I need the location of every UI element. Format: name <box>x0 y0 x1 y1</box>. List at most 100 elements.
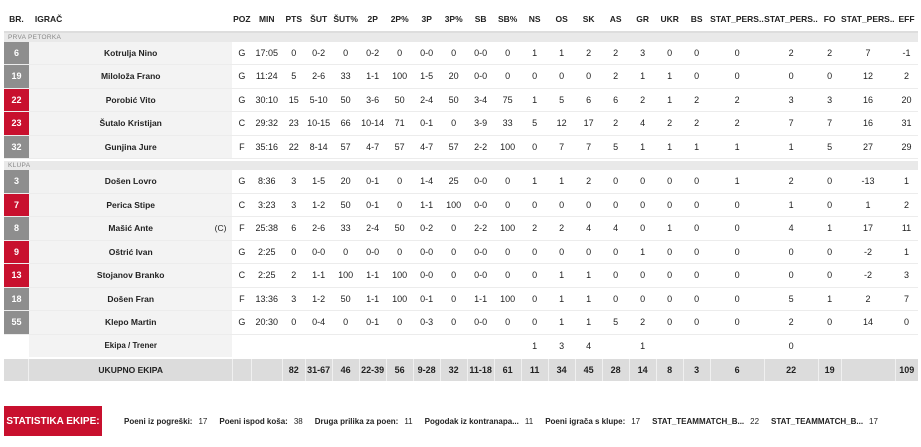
stat-cell: 1 <box>895 170 918 194</box>
player-row[interactable]: 19 Miloloža Frano G 11:24 5 2-6 33 1-1 100 1-5 20 0… <box>4 64 918 89</box>
stat-cell: 0 <box>440 310 468 335</box>
column-header[interactable]: POZ <box>232 8 252 33</box>
stat-cell: 0 <box>494 310 522 335</box>
stat-cell: 0 <box>764 240 819 264</box>
stat-cell: 0 <box>440 111 468 136</box>
column-header[interactable]: STAT_PERS... <box>764 8 819 33</box>
player-row[interactable]: 32 Gunjina Jure F 35:16 22 8-14 57 4-7 57 4-7 57 2-… <box>4 135 918 159</box>
player-name[interactable]: Došen Lovro <box>104 176 157 187</box>
stat-cell: 0-0 <box>467 41 495 65</box>
column-header[interactable]: ŠUT% <box>332 8 360 33</box>
total-cell: 45 <box>574 358 603 381</box>
player-row[interactable]: 13 Stojanov Branko C 2:25 2 1-1 100 1-1 100 0-0 0 0… <box>4 263 918 288</box>
stat-cell: 5 <box>602 135 630 159</box>
player-name[interactable]: Porobić Vito <box>105 94 156 105</box>
stat-cell: 0-0 <box>413 41 441 65</box>
player-row[interactable]: 23 Šutalo Kristijan C 29:32 23 10-15 66 10-14 71… <box>4 111 918 136</box>
column-header[interactable]: STAT_PERS... <box>710 8 765 33</box>
stat-cell: 0 <box>895 310 918 335</box>
total-cell: 19 <box>817 358 842 381</box>
player-row[interactable]: 22 Porobić Vito G 30:10 15 5-10 50 3-6 50 2-4 50 3-… <box>4 88 918 112</box>
column-header[interactable]: FO <box>818 8 842 33</box>
player-name[interactable]: Klepo Martin <box>104 317 157 328</box>
player-name-cell[interactable]: Došen Fran <box>28 287 233 311</box>
player-name[interactable]: Miloloža Frano <box>100 71 161 82</box>
stat-cell: 2 <box>575 41 603 65</box>
jersey-number: 13 <box>4 263 29 288</box>
player-name[interactable]: Oštrić Ivan <box>108 246 153 257</box>
column-header[interactable]: SB% <box>494 8 522 33</box>
column-header[interactable]: SK <box>575 8 603 33</box>
stat-cell: 3 <box>818 88 842 112</box>
player-name[interactable]: Došen Fran <box>107 293 155 304</box>
player-name[interactable]: Stojanov Branko <box>96 270 165 281</box>
column-header[interactable]: STAT_PERS... <box>841 8 896 33</box>
column-header[interactable]: SB <box>467 8 495 33</box>
player-row[interactable]: 7 Perica Stipe C 3:23 3 1-2 50 0-1 0 1-1 100 0-0 0 0 0… <box>4 193 918 217</box>
player-row[interactable]: 6 Kotrulja Nino G 17:05 0 0-2 0 0-2 0 0-0 0 0-0 0 1 1 2… <box>4 41 918 65</box>
stat-cell: 1 <box>629 135 657 159</box>
column-header[interactable]: BS <box>683 8 711 33</box>
player-name-cell[interactable]: Miloloža Frano <box>28 64 233 89</box>
total-cell: 6 <box>709 358 765 381</box>
column-header[interactable]: OS <box>548 8 576 33</box>
stat-cell: 100 <box>440 193 468 217</box>
player-name[interactable]: Gunjina Jure <box>104 141 157 152</box>
stat-cell: 2 <box>764 41 819 65</box>
stat-cell: 100 <box>386 287 414 311</box>
player-row[interactable]: 3 Došen Lovro G 8:36 3 1-5 20 0-1 0 1-4 25 0-0 0 1 1 2 0… <box>4 170 918 194</box>
player-row[interactable]: 9 Oštrić Ivan G 2:25 0 0-0 0 0-0 0 0-0 0 0-0 0 0 0 0 0 1 0… <box>4 240 918 264</box>
player-name-cell[interactable]: Kotrulja Nino <box>28 41 233 65</box>
player-row[interactable]: 55 Klepo Martin G 20:30 0 0-4 0 0-1 0 0-3 0 0-0 0 0 1 1… <box>4 310 918 335</box>
stat-cell: 1 <box>548 310 576 335</box>
player-name[interactable]: Perica Stipe <box>106 199 156 210</box>
stat-cell: 17 <box>841 216 896 241</box>
player-name-cell[interactable]: Porobić Vito <box>28 88 233 112</box>
column-header[interactable]: BR. <box>4 8 29 33</box>
column-header[interactable]: PTS <box>282 8 306 33</box>
total-cell: 61 <box>493 358 522 381</box>
stat-cell: 50 <box>386 216 414 241</box>
column-header[interactable]: 3P% <box>440 8 468 33</box>
player-name[interactable]: Kotrulja Nino <box>104 47 158 58</box>
column-header[interactable]: EFF <box>895 8 918 33</box>
player-row[interactable]: 18 Došen Fran F 13:36 3 1-2 50 1-1 100 0-1 0 1-1 100… <box>4 287 918 311</box>
stat-cell: 2 <box>602 111 630 136</box>
player-name-cell[interactable]: Stojanov Branko <box>28 263 233 288</box>
player-name-cell[interactable]: Došen Lovro <box>28 170 233 194</box>
player-name-cell[interactable]: Oštrić Ivan <box>28 240 233 264</box>
column-header[interactable]: NS <box>521 8 549 33</box>
column-header[interactable]: MIN <box>251 8 283 33</box>
column-header[interactable]: 3P <box>413 8 441 33</box>
stat-cell: 27 <box>841 135 896 159</box>
stat-cell: 2 <box>548 216 576 241</box>
player-name-cell[interactable]: Gunjina Jure <box>28 135 233 159</box>
team-stat-label: Pogodak iz kontranapa... <box>424 416 519 426</box>
column-header[interactable]: 2P <box>359 8 387 33</box>
player-name-cell[interactable]: Šutalo Kristijan <box>28 111 233 136</box>
column-header[interactable]: 2P% <box>386 8 414 33</box>
stat-cell: 0 <box>332 310 360 335</box>
player-name[interactable]: Mašić Ante <box>108 223 153 234</box>
column-header[interactable]: AS <box>602 8 630 33</box>
player-name-cell[interactable]: Mašić Ante (C) <box>28 216 233 241</box>
column-header[interactable]: IGRAČ <box>28 8 233 33</box>
stat-cell: 20 <box>895 88 918 112</box>
stat-cell: 1 <box>548 287 576 311</box>
stat-cell: 100 <box>386 64 414 89</box>
player-row[interactable]: 8 Mašić Ante (C) F 25:38 6 2-6 33 2-4 50 0-2 0 2-2 10… <box>4 216 918 241</box>
column-header[interactable]: ŠUT <box>305 8 333 33</box>
player-name[interactable]: Šutalo Kristijan <box>99 118 162 129</box>
player-name-cell[interactable]: Perica Stipe <box>28 193 233 217</box>
stat-cell: 0 <box>683 41 711 65</box>
team-stat-item: Poeni igrača s klupe: 17 <box>545 417 652 426</box>
column-header[interactable]: UKR <box>656 8 684 33</box>
stat-cell: 0 <box>764 263 819 288</box>
column-header[interactable]: GR <box>629 8 657 33</box>
stat-cell: 2 <box>895 64 918 89</box>
stat-cell: 0 <box>575 64 603 89</box>
stat-cell: 0 <box>683 170 711 194</box>
team-stat-label: Poeni iz pogreški: <box>124 416 193 426</box>
player-name-cell[interactable]: Klepo Martin <box>28 310 233 335</box>
